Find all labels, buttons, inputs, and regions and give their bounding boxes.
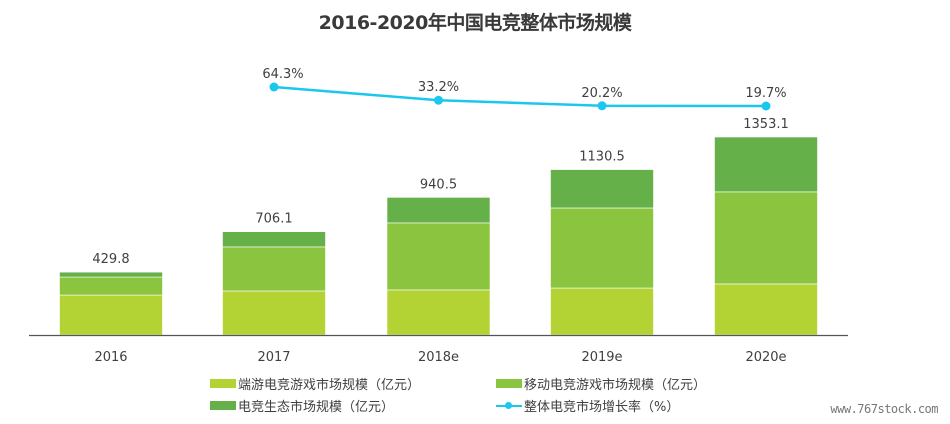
bar-segment-ecosystem-2020e: [714, 136, 818, 193]
growth-point-2017: [269, 82, 279, 92]
legend-label: 整体电竞市场增长率（%）: [524, 400, 680, 415]
growth-point-2018e: [434, 95, 443, 105]
legend-item-pc-esports[interactable]: 端游电竞游戏市场规模（亿元）: [210, 374, 420, 393]
growth-label: 20.2%: [581, 86, 622, 101]
chart-title: 2016-2020年中国电竞整体市场规模: [318, 12, 632, 34]
legend-item-ecosystem[interactable]: 电竞生态市场规模（亿元）: [210, 396, 394, 415]
bar-segment-pc-2017: [222, 290, 326, 336]
x-tick-labels: 2016 2017 2018e 2019e 2020e: [94, 350, 786, 365]
x-tick-label: 2018e: [418, 350, 459, 365]
bar-segment-pc-2016: [59, 294, 163, 336]
total-label: 1130.5: [579, 150, 625, 165]
legend-swatch: [210, 379, 236, 388]
x-tick-label: 2019e: [581, 350, 622, 365]
bar-segment-pc-2020e: [714, 283, 818, 336]
legend-line-marker-icon: [496, 401, 522, 410]
bar-segment-mobile-2016: [59, 276, 163, 296]
growth-point-2019e: [597, 101, 607, 111]
growth-line: [273, 85, 767, 108]
watermark: www.767stock.com: [830, 402, 938, 416]
legend-label: 电竞生态市场规模（亿元）: [238, 400, 395, 415]
legend-swatch: [496, 379, 522, 388]
bar-segment-mobile-2019e: [550, 207, 654, 289]
legend-label: 移动电竞游戏市场规模（亿元）: [524, 378, 707, 393]
growth-label: 64.3%: [262, 67, 303, 82]
total-label: 1353.1: [743, 117, 789, 132]
legend-swatch: [210, 401, 236, 410]
bar-segment-mobile-2020e: [714, 191, 818, 285]
bar-segment-mobile-2017: [222, 246, 326, 292]
growth-point-2020e: [761, 101, 771, 111]
growth-line-group: 64.3% 33.2% 20.2% 19.7%: [262, 67, 787, 111]
x-tick-label: 2017: [257, 350, 290, 365]
bar-segment-pc-2019e: [550, 287, 654, 336]
bar-segment-ecosystem-2018e: [386, 197, 491, 224]
growth-label: 33.2%: [418, 80, 459, 95]
bar-segment-mobile-2018e: [386, 222, 491, 291]
total-label: 429.8: [92, 252, 129, 267]
bars-group: [59, 136, 818, 336]
legend-item-growth-rate[interactable]: 整体电竞市场增长率（%）: [496, 396, 679, 415]
total-labels: 429.8 706.1 940.5 1130.5 1353.1: [92, 117, 788, 267]
x-tick-label: 2016: [94, 350, 127, 365]
legend-item-mobile-esports[interactable]: 移动电竞游戏市场规模（亿元）: [496, 374, 706, 393]
growth-label: 19.7%: [745, 86, 786, 101]
legend-label: 端游电竞游戏市场规模（亿元）: [238, 378, 421, 393]
total-label: 706.1: [255, 212, 292, 227]
bar-segment-ecosystem-2017: [222, 231, 326, 248]
x-tick-label: 2020e: [745, 350, 786, 365]
bar-segment-ecosystem-2016: [59, 271, 163, 278]
bar-segment-pc-2018e: [386, 289, 491, 336]
bar-segment-ecosystem-2019e: [550, 169, 654, 209]
total-label: 940.5: [420, 177, 457, 192]
